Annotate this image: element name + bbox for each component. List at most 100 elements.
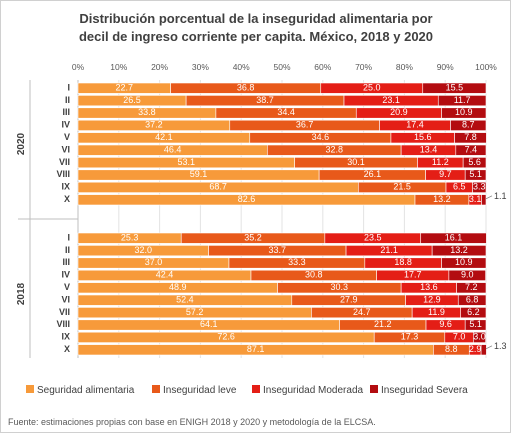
decile-label: VII <box>59 307 70 317</box>
data-label: 11.7 <box>454 95 471 105</box>
data-label: 27.9 <box>340 294 358 304</box>
data-label: 33.8 <box>138 107 156 117</box>
bar-segment <box>448 269 486 281</box>
data-label: 52.4 <box>176 294 194 304</box>
data-label: 53.1 <box>178 157 196 167</box>
bar-segment <box>456 282 487 294</box>
data-label: 32.8 <box>325 144 343 154</box>
data-label: 34.4 <box>277 107 295 117</box>
bar-segment <box>420 232 487 244</box>
data-label: 33.3 <box>288 257 306 267</box>
leader-line <box>485 195 493 200</box>
data-label: 7.2 <box>465 282 478 292</box>
decile-label: VII <box>59 157 70 167</box>
data-label: 25.3 <box>121 232 139 242</box>
data-label: 13.4 <box>420 144 438 154</box>
data-label: 30.8 <box>305 270 323 280</box>
data-label: 36.8 <box>237 82 255 92</box>
decile-label: X <box>64 344 70 354</box>
data-label: 57.2 <box>186 307 204 317</box>
data-label: 64.1 <box>200 319 218 329</box>
data-label: 37.2 <box>145 120 163 130</box>
data-label: 18.8 <box>394 257 412 267</box>
data-label: 46.4 <box>164 144 182 154</box>
data-label: 6.8 <box>466 294 479 304</box>
data-label: 3.3 <box>473 182 486 192</box>
data-label: 11.9 <box>428 307 445 317</box>
bar-segment <box>450 119 487 131</box>
data-label: 7.4 <box>465 144 478 154</box>
data-label: 9.0 <box>461 270 474 280</box>
data-label: 23.5 <box>364 232 382 242</box>
data-label: 22.7 <box>116 82 134 92</box>
x-tick-label: 50% <box>273 62 290 72</box>
legend-swatch <box>26 385 34 393</box>
decile-label: IX <box>61 182 70 192</box>
decile-label: IV <box>61 120 70 130</box>
x-tick-label: 10% <box>110 62 127 72</box>
decile-label: VI <box>61 294 70 304</box>
data-label: 42.4 <box>156 270 174 280</box>
data-label: 6.2 <box>467 307 480 317</box>
data-label: 17.3 <box>401 332 419 342</box>
data-label: 10.9 <box>455 107 473 117</box>
outside-data-label: 1.1 <box>494 191 507 201</box>
bar-segment <box>422 82 487 94</box>
x-tick-label: 30% <box>192 62 209 72</box>
bar-segment <box>472 181 487 193</box>
legend-label: Seguridad alimentaria <box>37 385 135 396</box>
decile-label: III <box>62 257 70 267</box>
bar-segment <box>455 144 487 156</box>
data-label: 13.6 <box>420 282 438 292</box>
data-label: 16.1 <box>445 232 463 242</box>
data-label: 21.1 <box>380 245 398 255</box>
data-label: 21.5 <box>393 182 411 192</box>
data-label: 8.8 <box>445 344 458 354</box>
data-label: 38.7 <box>256 95 274 105</box>
data-label: 20.9 <box>390 107 408 117</box>
data-label: 6.5 <box>453 182 466 192</box>
x-tick-label: 0% <box>72 62 85 72</box>
data-label: 5.1 <box>469 169 482 179</box>
x-tick-label: 60% <box>314 62 331 72</box>
chart-title-line-1: Distribución porcentual de la insegurida… <box>79 11 433 26</box>
data-label: 42.1 <box>155 132 173 142</box>
data-label: 33.7 <box>269 245 287 255</box>
data-label: 23.1 <box>382 95 400 105</box>
x-tick-label: 80% <box>396 62 413 72</box>
year-label: 2018 <box>16 282 27 305</box>
bar-segment <box>460 307 487 319</box>
data-label: 87.1 <box>247 344 265 354</box>
bar-segment <box>454 132 487 144</box>
bar-segment <box>481 194 487 206</box>
data-label: 68.7 <box>209 182 227 192</box>
data-label: 72.6 <box>217 332 235 342</box>
data-label: 3.0 <box>473 332 486 342</box>
decile-label: V <box>64 282 70 292</box>
outside-data-label: 1.3 <box>494 341 507 351</box>
year-label: 2020 <box>16 132 27 155</box>
data-label: 30.1 <box>347 157 365 167</box>
chart-title: Distribución porcentual de la insegurida… <box>0 10 512 46</box>
bar-segment <box>464 319 487 331</box>
bar-segment <box>462 157 487 169</box>
data-label: 9.7 <box>439 169 452 179</box>
data-label: 13.2 <box>433 194 451 204</box>
x-tick-label: 40% <box>233 62 250 72</box>
data-label: 37.0 <box>145 257 163 267</box>
decile-label: II <box>65 95 70 105</box>
x-tick-label: 20% <box>151 62 168 72</box>
data-label: 59.1 <box>190 169 208 179</box>
x-tick-label: 100% <box>475 62 497 72</box>
data-label: 5.6 <box>468 157 481 167</box>
data-label: 12.9 <box>423 294 441 304</box>
data-label: 21.2 <box>374 319 392 329</box>
data-label: 15.6 <box>414 132 432 142</box>
legend-swatch <box>370 385 378 393</box>
data-label: 8.7 <box>462 120 475 130</box>
data-label: 7.0 <box>453 332 466 342</box>
bar-segment <box>457 294 487 306</box>
legend-label: Inseguridad leve <box>163 385 237 396</box>
